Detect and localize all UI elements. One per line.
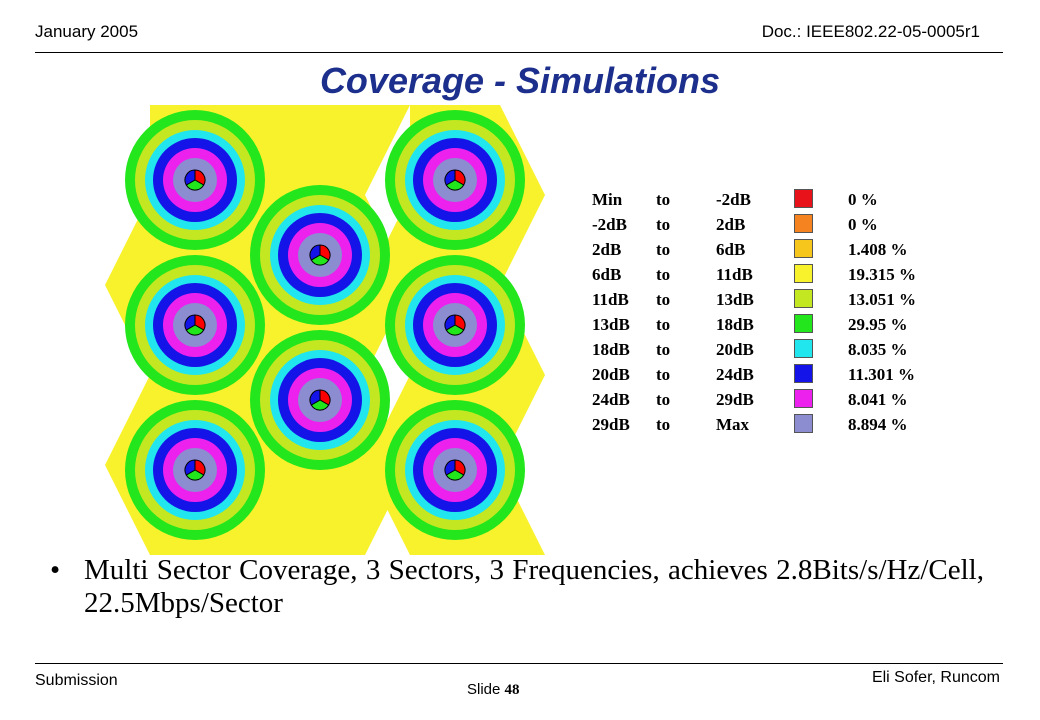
legend-range-from: 11dB — [592, 290, 629, 309]
legend-range-from: 6dB — [592, 265, 622, 284]
legend-row: 24dB to 29dB 8.041 % — [592, 387, 952, 412]
legend-range-from: Min — [592, 190, 623, 209]
legend-color-swatch — [794, 189, 813, 208]
header-doc-id: Doc.: IEEE802.22-05-0005r1 — [761, 22, 980, 41]
bullet-text: Multi Sector Coverage, 3 Sectors, 3 Freq… — [84, 554, 984, 619]
legend-percent: 13.051 % — [848, 290, 916, 309]
legend-to-word: to — [656, 390, 671, 409]
base-station-site — [125, 255, 265, 395]
legend-row: 6dB to 11dB 19.315 % — [592, 262, 952, 287]
legend-percent: 0 % — [848, 215, 878, 234]
legend-range-to: 13dB — [716, 290, 754, 309]
legend-to-word: to — [656, 265, 671, 284]
legend-to-word: to — [656, 340, 671, 359]
legend-color-swatch — [794, 414, 813, 433]
base-station-site — [250, 185, 390, 325]
legend-to-word: to — [656, 190, 671, 209]
legend-range-from: 24dB — [592, 390, 630, 409]
coverage-legend: Min to -2dB 0 % -2dB to 2dB 0 % 2dB to 6dB 1.408 % 6… — [592, 187, 952, 437]
legend-row: 11dB to 13dB 13.051 % — [592, 287, 952, 312]
legend-color-swatch — [794, 389, 813, 408]
legend-row: 20dB to 24dB 11.301 % — [592, 362, 952, 387]
slide-indicator: Slide 48 — [467, 681, 520, 699]
footer-author: Eli Sofer, Runcom — [871, 669, 1000, 686]
antenna-sector-icon — [309, 389, 321, 406]
legend-to-word: to — [656, 415, 671, 434]
footer-submission: Submission — [35, 672, 118, 689]
legend-percent: 0 % — [848, 190, 878, 209]
legend-to-word: to — [656, 315, 671, 334]
bullet-point: • Multi Sector Coverage, 3 Sectors, 3 Fr… — [50, 554, 984, 620]
legend-range-from: 13dB — [592, 315, 630, 334]
legend-range-from: 29dB — [592, 415, 630, 434]
legend-percent: 8.035 % — [848, 340, 908, 359]
legend-range-to: 29dB — [716, 390, 754, 409]
header-divider — [35, 52, 1003, 53]
legend-range-from: -2dB — [592, 215, 627, 234]
base-station-site — [250, 330, 390, 470]
antenna-sector-icon — [184, 169, 196, 186]
antenna-sector-icon — [184, 314, 196, 331]
legend-percent: 1.408 % — [848, 240, 908, 259]
legend-color-swatch — [794, 239, 813, 258]
header-date: January 2005 — [35, 22, 139, 41]
legend-percent: 11.301 % — [848, 365, 916, 384]
legend-percent: 29.95 % — [848, 315, 908, 334]
slide-number: 48 — [504, 682, 520, 698]
legend-percent: 8.041 % — [848, 390, 908, 409]
legend-range-from: 2dB — [592, 240, 622, 259]
base-station-site — [125, 400, 265, 540]
base-station-site — [385, 255, 525, 395]
legend-row: Min to -2dB 0 % — [592, 187, 952, 212]
antenna-sector-icon — [444, 169, 456, 186]
legend-range-from: 18dB — [592, 340, 630, 359]
legend-color-swatch — [794, 289, 813, 308]
legend-range-to: 2dB — [716, 215, 746, 234]
legend-row: 13dB to 18dB 29.95 % — [592, 312, 952, 337]
legend-to-word: to — [656, 240, 671, 259]
legend-range-to: 11dB — [716, 265, 753, 284]
base-station-site — [125, 110, 265, 250]
legend-to-word: to — [656, 365, 671, 384]
legend-color-swatch — [794, 264, 813, 283]
legend-percent: 19.315 % — [848, 265, 916, 284]
slide-label: Slide — [467, 681, 501, 698]
legend-range-to: 18dB — [716, 315, 754, 334]
antenna-sector-icon — [444, 314, 456, 331]
legend-color-swatch — [794, 314, 813, 333]
base-station-site — [385, 110, 525, 250]
legend-to-word: to — [656, 215, 671, 234]
legend-row: 2dB to 6dB 1.408 % — [592, 237, 952, 262]
bullet-icon: • — [50, 554, 61, 586]
legend-range-to: 6dB — [716, 240, 746, 259]
footer-divider — [35, 663, 1003, 664]
legend-row: 18dB to 20dB 8.035 % — [592, 337, 952, 362]
legend-color-swatch — [794, 364, 813, 383]
legend-row: 29dB to Max 8.894 % — [592, 412, 952, 437]
legend-range-to: Max — [716, 415, 750, 434]
legend-color-swatch — [794, 214, 813, 233]
legend-percent: 8.894 % — [848, 415, 908, 434]
base-station-site — [385, 400, 525, 540]
legend-range-from: 20dB — [592, 365, 630, 384]
legend-range-to: 24dB — [716, 365, 754, 384]
antenna-sector-icon — [184, 459, 196, 476]
antenna-sector-icon — [309, 244, 321, 261]
slide-title: Coverage - Simulations — [319, 60, 721, 101]
legend-to-word: to — [656, 290, 671, 309]
coverage-map — [105, 105, 545, 555]
legend-range-to: 20dB — [716, 340, 754, 359]
antenna-sector-icon — [444, 459, 456, 476]
legend-range-to: -2dB — [716, 190, 751, 209]
legend-color-swatch — [794, 339, 813, 358]
legend-row: -2dB to 2dB 0 % — [592, 212, 952, 237]
